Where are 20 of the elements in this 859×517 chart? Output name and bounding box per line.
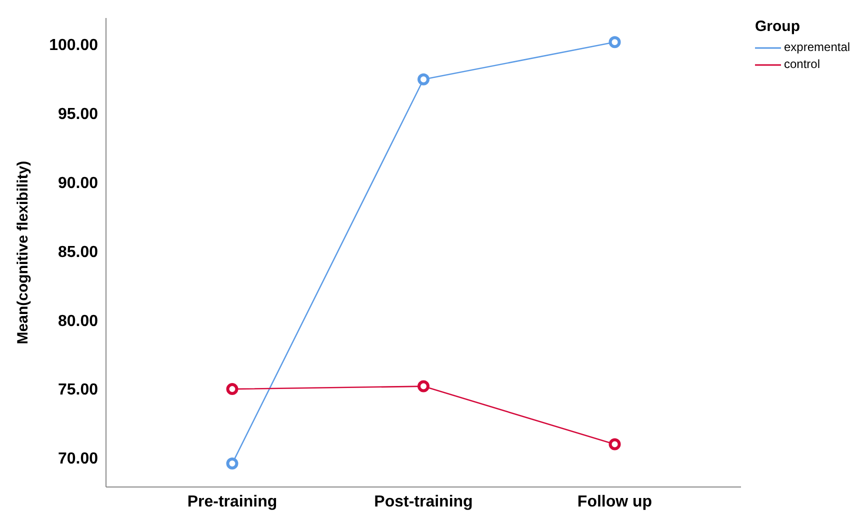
legend-label: expremental — [784, 39, 850, 56]
point — [608, 36, 621, 48]
y-tick-label: 90.00 — [58, 174, 98, 192]
legend-title: Group — [755, 18, 801, 35]
y-axis-title: Mean(cognitive flexibility) — [14, 160, 32, 344]
y-tick-label: 70.00 — [58, 450, 98, 468]
y-tick-label: 75.00 — [58, 382, 98, 399]
y-tick-label: 100.00 — [49, 36, 98, 54]
y-tick-label: 95.00 — [58, 106, 98, 123]
x-tick-label: Follow up — [577, 493, 652, 510]
x-tick-label: Pre-training — [187, 493, 278, 510]
y-tick-label: 80.00 — [58, 312, 98, 330]
legend-label: control — [784, 56, 820, 73]
point — [226, 458, 238, 470]
y-tick-label: 85.00 — [58, 244, 98, 261]
x-tick-label: Post-training — [374, 493, 473, 510]
point — [418, 380, 430, 392]
point — [418, 73, 430, 86]
point — [608, 438, 621, 450]
point — [226, 383, 238, 396]
